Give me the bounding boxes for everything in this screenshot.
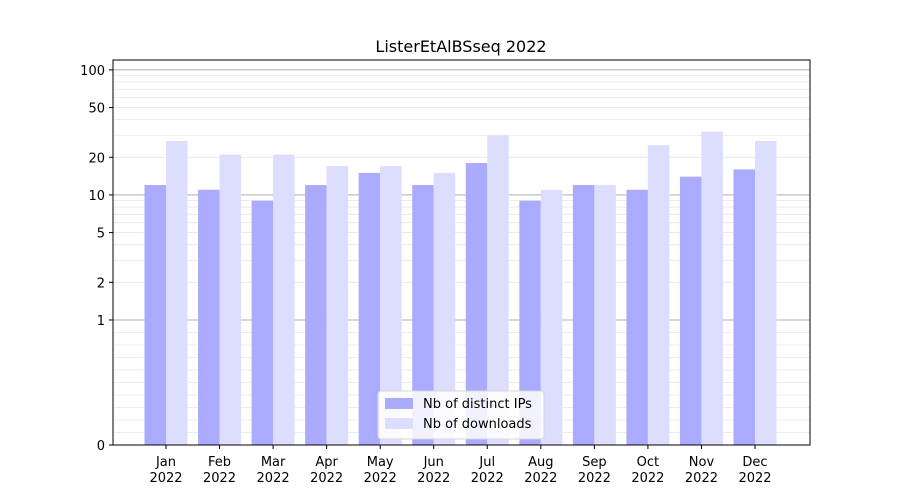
y-axis: 0 1 2 5 10 20 50 100: [80, 64, 113, 454]
y-tick-label: 100: [80, 64, 105, 79]
x-tick-label: Sep 2022: [578, 455, 611, 486]
plot-frame: [112, 59, 811, 446]
y-tick-label: 2: [97, 276, 105, 291]
y-tick-label: 1: [97, 314, 105, 329]
bar-downloads: [380, 166, 402, 445]
bar-distinct-ips: [572, 185, 595, 445]
bar-downloads: [326, 166, 349, 445]
legend-label: Nb of downloads: [423, 417, 532, 432]
bar-distinct-ips: [358, 172, 381, 445]
y-tick-label: 50: [88, 102, 105, 117]
legend-swatch: [385, 398, 413, 409]
x-tick-label: Jan 2022: [149, 455, 182, 486]
bar-downloads: [594, 185, 616, 445]
y-tick-label: 5: [97, 227, 105, 242]
bar-distinct-ips: [144, 185, 166, 445]
bar-downloads: [755, 140, 777, 445]
bar-distinct-ips: [251, 200, 274, 445]
bars: [144, 131, 777, 446]
x-tick-label: Oct 2022: [631, 455, 664, 486]
x-tick-label: Jun 2022: [417, 455, 450, 486]
x-tick-label: Dec 2022: [738, 455, 771, 486]
bar-downloads: [701, 131, 723, 445]
legend-label: Nb of distinct IPs: [423, 397, 532, 412]
bar-downloads: [273, 154, 295, 446]
bar-downloads: [433, 172, 456, 445]
bar-downloads: [540, 189, 563, 445]
bar-distinct-ips: [519, 200, 541, 445]
x-tick-label: May 2022: [364, 455, 397, 486]
bar-downloads: [166, 140, 188, 445]
bar-distinct-ips: [733, 169, 755, 445]
bar-downloads: [647, 145, 670, 445]
x-axis: Jan 2022 Feb 2022 Mar 2022 Apr 2022 May 2022 Jun 20…: [149, 445, 772, 486]
bar-distinct-ips: [305, 185, 327, 445]
bar-distinct-ips: [198, 189, 220, 445]
chart-title: ListerEtAlBSseq 2022: [375, 37, 546, 56]
legend-swatch: [385, 418, 413, 429]
y-tick-label: 10: [88, 189, 105, 204]
y-tick-label: 20: [88, 151, 105, 166]
y-tick-label: 0: [97, 439, 105, 454]
bar-distinct-ips: [626, 189, 648, 445]
bar-distinct-ips: [412, 185, 434, 445]
x-tick-label: Apr 2022: [310, 455, 343, 486]
legend-box: [377, 390, 545, 440]
bar-downloads: [219, 154, 242, 446]
bar-distinct-ips: [465, 163, 488, 445]
x-tick-label: Feb 2022: [203, 455, 236, 486]
x-tick-label: Aug 2022: [524, 455, 557, 486]
legend: Nb of distinct IPs Nb of downloads: [377, 390, 545, 440]
x-tick-label: Mar 2022: [257, 455, 290, 486]
x-tick-label: Nov 2022: [685, 455, 718, 486]
x-tick-label: Jul 2022: [471, 455, 504, 486]
bar-distinct-ips: [679, 176, 702, 445]
bar-downloads: [487, 135, 509, 445]
